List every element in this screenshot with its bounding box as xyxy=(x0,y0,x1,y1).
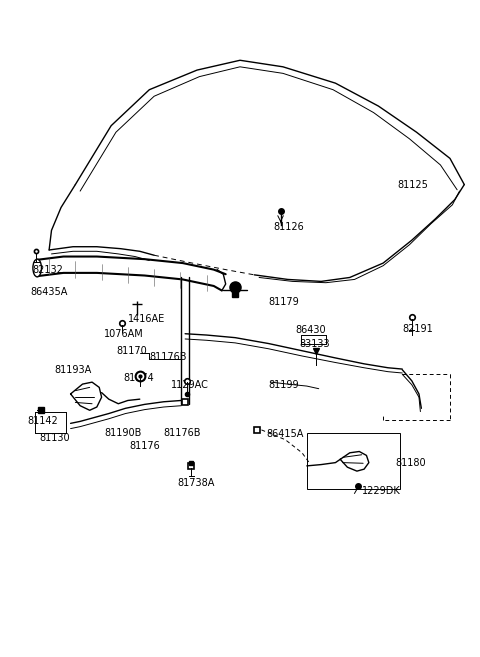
Text: 81176B: 81176B xyxy=(164,428,201,438)
Text: 86435A: 86435A xyxy=(30,287,67,297)
Text: 86430: 86430 xyxy=(295,325,325,336)
Text: 81174: 81174 xyxy=(123,373,154,382)
Text: 81738A: 81738A xyxy=(177,478,215,488)
Text: 81190B: 81190B xyxy=(104,428,142,438)
Text: 81170: 81170 xyxy=(116,346,147,355)
Text: 86415A: 86415A xyxy=(266,430,304,440)
Text: 1129AC: 1129AC xyxy=(171,380,209,390)
Text: 81199: 81199 xyxy=(269,380,299,390)
Text: 81126: 81126 xyxy=(274,222,304,232)
Text: 81179: 81179 xyxy=(269,298,300,307)
Ellipse shape xyxy=(33,259,41,277)
Text: 1229DK: 1229DK xyxy=(362,486,400,496)
Text: 82132: 82132 xyxy=(33,265,63,275)
Text: 82191: 82191 xyxy=(402,323,433,334)
Text: 1076AM: 1076AM xyxy=(104,328,144,339)
Bar xyxy=(307,433,400,489)
Text: 81142: 81142 xyxy=(28,417,59,426)
Text: 81176: 81176 xyxy=(129,442,160,451)
Text: 1416AE: 1416AE xyxy=(128,313,165,324)
Text: 81180: 81180 xyxy=(395,458,426,468)
Text: 81193A: 81193A xyxy=(54,365,91,375)
Text: 81130: 81130 xyxy=(39,434,70,443)
Text: 81125: 81125 xyxy=(397,179,428,190)
Text: 83133: 83133 xyxy=(300,339,330,350)
Text: 81176B: 81176B xyxy=(149,352,187,362)
